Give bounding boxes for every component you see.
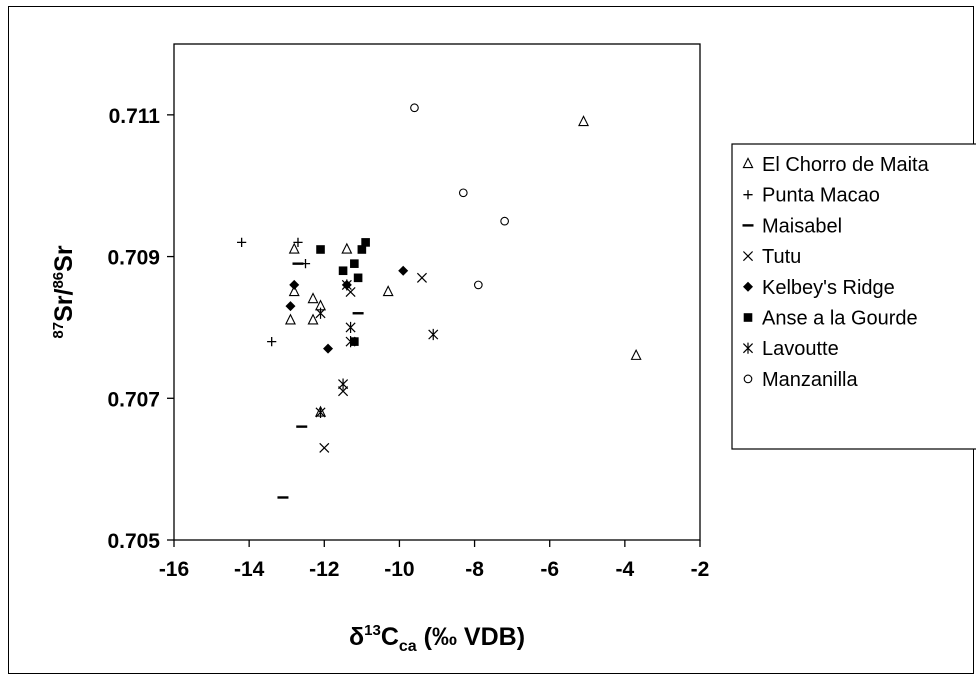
- y-title-sup2: 86: [50, 272, 67, 289]
- x-title-base: C: [381, 623, 399, 651]
- legend-marker: [742, 251, 754, 262]
- legend-marker: [742, 157, 754, 169]
- data-point: [353, 273, 363, 283]
- x-tick-label: -6: [540, 558, 559, 581]
- data-point: [315, 307, 326, 319]
- data-point: [382, 285, 394, 297]
- x-tick-label: -2: [691, 558, 710, 581]
- legend-marker: [742, 342, 754, 354]
- legend-marker: [743, 190, 753, 200]
- series-el-chorro-de-maita: [284, 115, 642, 417]
- x-tick-label: -10: [384, 558, 414, 581]
- data-point: [338, 386, 349, 397]
- series-tutu: [319, 272, 427, 453]
- data-point: [307, 292, 319, 304]
- series-anse-a-la-gourde: [316, 238, 370, 346]
- data-point: [267, 337, 277, 347]
- data-point: [319, 442, 330, 453]
- data-point: [410, 103, 419, 113]
- y-tick-label: 0.705: [107, 530, 160, 553]
- series-kelbey-s-ridge: [285, 265, 409, 354]
- x-tick-label: -14: [234, 558, 265, 581]
- data-point: [338, 378, 349, 390]
- x-title-sup: 13: [364, 622, 381, 639]
- legend-label: Tutu: [762, 246, 801, 268]
- legend-box: [731, 143, 976, 450]
- data-point: [345, 336, 356, 348]
- data-point: [316, 245, 325, 254]
- data-point: [315, 406, 326, 419]
- data-point: [288, 285, 300, 297]
- data-point: [288, 242, 300, 254]
- legend-label: Kelbey's Ridge: [762, 277, 895, 299]
- data-point: [630, 348, 642, 360]
- y-title-part1: Sr/: [50, 288, 78, 321]
- axes: -16 -14 -12 -10 -8 -6 -4 -2 0.705 0.707 0.709 0.711: [107, 105, 709, 581]
- data-point: [341, 279, 352, 291]
- data-point: [398, 265, 409, 276]
- data-point: [416, 272, 427, 283]
- data-point: [237, 237, 247, 247]
- data-points: [237, 103, 642, 499]
- legend-label: Anse a la Gourde: [762, 308, 918, 330]
- x-tick-label: -4: [616, 558, 635, 581]
- plot-area: [173, 43, 701, 541]
- data-point: [338, 266, 348, 276]
- legend: El Chorro de Maita Punta Macao Maisabel Tut…: [731, 143, 976, 450]
- svg-text:87Sr/86Sr: 87Sr/86Sr: [50, 245, 78, 338]
- series-manzanilla: [410, 103, 509, 290]
- data-point: [350, 337, 359, 346]
- y-axis-title: 87Sr/86Sr: [50, 245, 78, 338]
- data-point: [458, 188, 468, 198]
- data-point: [473, 280, 483, 290]
- series-punta-macao: [237, 237, 311, 347]
- data-point: [361, 238, 370, 247]
- legend-label: El Chorro de Maita: [762, 154, 930, 176]
- series-lavoutte: [315, 279, 439, 419]
- data-point: [285, 301, 296, 312]
- x-title-rest: (‰ VDB): [417, 623, 525, 651]
- data-point: [284, 313, 296, 325]
- y-tick-label: 0.707: [107, 388, 160, 411]
- data-point: [293, 237, 303, 247]
- data-point: [323, 343, 334, 354]
- x-title-main: δ: [349, 623, 364, 651]
- data-point: [307, 313, 319, 325]
- legend-marker: [743, 281, 753, 292]
- x-tick-label: -16: [159, 558, 189, 581]
- x-title-sub: ca: [399, 638, 417, 655]
- data-point: [345, 321, 356, 334]
- legend-label: Lavoutte: [762, 338, 839, 360]
- data-point: [341, 242, 353, 254]
- data-point: [357, 245, 367, 254]
- data-point: [500, 216, 509, 226]
- data-point: [289, 279, 300, 290]
- y-title-part2: Sr: [50, 245, 78, 272]
- legend-marker: [743, 374, 753, 384]
- y-tick-label: 0.709: [107, 247, 160, 270]
- x-tick-label: -12: [309, 558, 339, 581]
- legend-label: Punta Macao: [762, 185, 880, 207]
- series-maisabel: [277, 262, 364, 499]
- x-tick-label: -8: [465, 558, 484, 581]
- legend-label: Maisabel: [762, 215, 842, 237]
- y-title-sup1: 87: [50, 322, 67, 339]
- legend-label: Manzanilla: [762, 369, 858, 391]
- y-tick-label: 0.711: [109, 105, 161, 128]
- data-point: [350, 259, 359, 268]
- x-axis-title: δ13Cca (‰ VDB): [349, 622, 525, 655]
- legend-marker: [743, 313, 753, 322]
- data-point: [578, 115, 590, 127]
- data-point: [428, 328, 439, 341]
